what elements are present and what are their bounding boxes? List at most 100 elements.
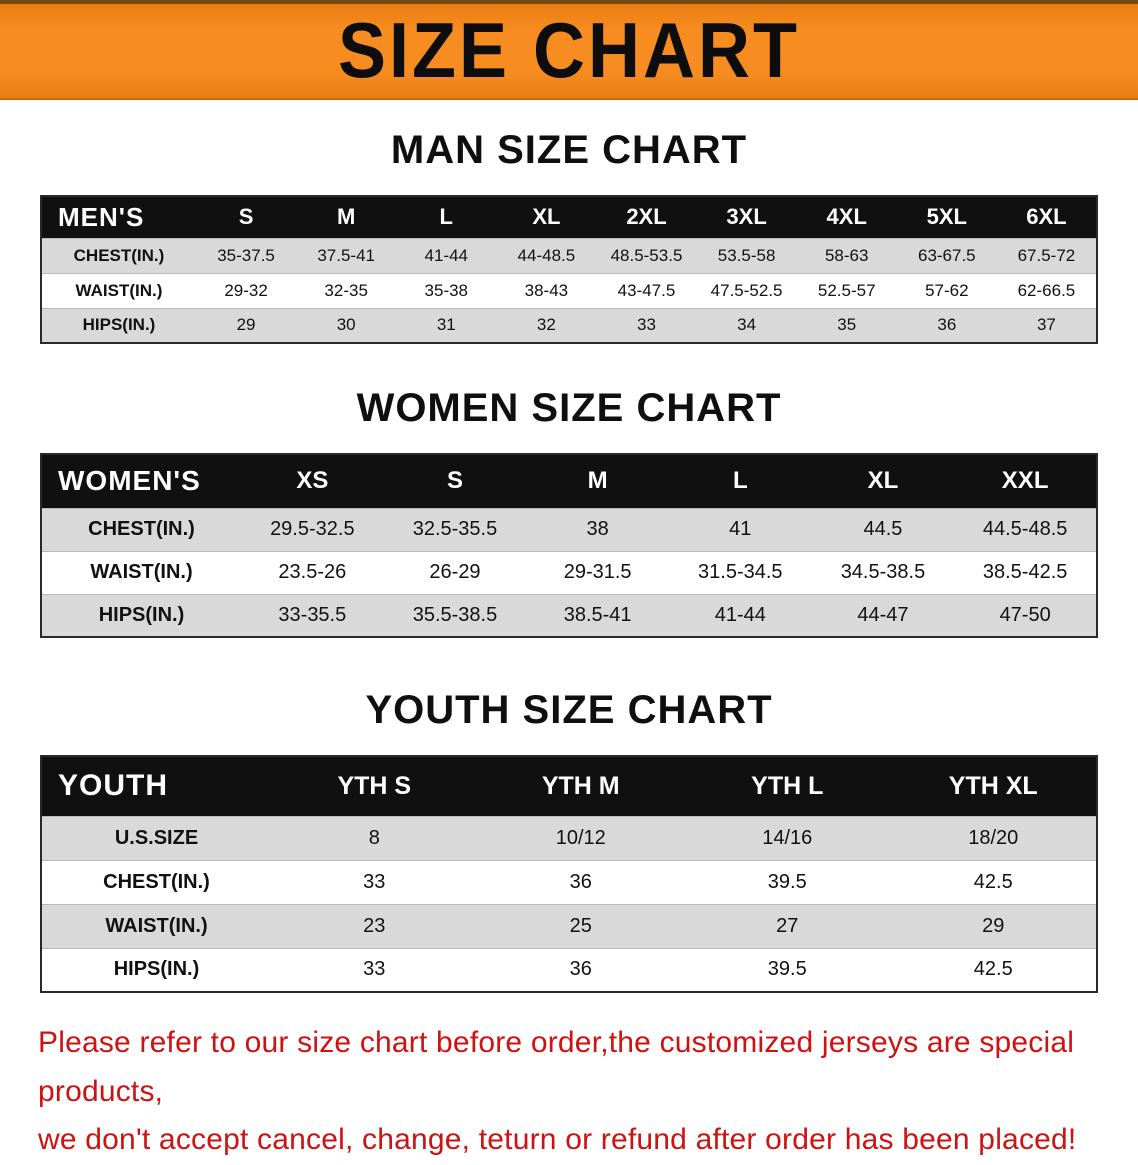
value-cell: 52.5-57 (817, 280, 876, 300)
order-disclaimer: Please refer to our size chart before or… (38, 1019, 1100, 1165)
value-cell: 18/20 (968, 826, 1019, 849)
women-size-chart-heading: WOMEN SIZE CHART (356, 386, 782, 430)
women-size-table: WOMEN'S XS S M L XL XXL CHEST(IN.) 29.5-32.5 32.5… (40, 453, 1098, 638)
row-label-cell: CHEST(IN.) (103, 870, 210, 893)
size-header-cell: XXL (954, 454, 1097, 508)
value-cell: 47.5-52.5 (710, 280, 783, 300)
value-cell: 62-66.5 (1017, 280, 1076, 300)
value-cell: 39.5 (767, 958, 807, 981)
value-cell: 44.5-48.5 (982, 518, 1068, 540)
size-header-cell: L (396, 196, 497, 238)
value-cell: 8 (368, 826, 380, 849)
value-cell: 35.5-38.5 (412, 603, 498, 626)
value-cell: 29 (982, 914, 1005, 937)
value-cell: 34 (737, 315, 757, 335)
value-cell: 39.5 (767, 870, 807, 893)
men-size-table: MEN'S S M L XL 2XL 3XL 4XL 5XL 6XL CHEST(IN.) 35-37… (40, 195, 1098, 344)
value-cell: 53.5-58 (717, 245, 776, 265)
table-header-row: MEN'S S M L XL 2XL 3XL 4XL 5XL 6XL (41, 196, 1097, 238)
size-header-cell: M (296, 196, 397, 238)
value-cell: 34.5-38.5 (840, 561, 926, 583)
value-cell: 35-38 (424, 280, 469, 300)
value-cell: 37.5-41 (317, 245, 375, 265)
row-label-cell: CHEST(IN.) (88, 518, 195, 540)
row-label-cell: WAIST(IN.) (90, 561, 193, 583)
size-chart-banner: SIZE CHART (0, 0, 1138, 100)
value-cell: 32-35 (324, 280, 368, 300)
size-header-cell: YTH L (684, 756, 891, 816)
value-cell: 38 (586, 518, 609, 540)
value-cell: 29-32 (224, 280, 268, 300)
man-size-chart-heading: MAN SIZE CHART (390, 128, 748, 172)
table-header-row: YOUTH YTH S YTH M YTH L YTH XL (41, 756, 1097, 816)
value-cell: 47-50 (999, 603, 1051, 626)
size-header-cell: L (668, 454, 812, 508)
value-cell: 67.5-72 (1017, 245, 1076, 265)
value-cell: 41 (729, 518, 752, 540)
size-header-cell: S (196, 196, 297, 238)
table-header-row: WOMEN'S XS S M L XL XXL (41, 454, 1097, 508)
value-cell: 35-37.5 (217, 245, 275, 265)
value-cell: 33-35.5 (278, 603, 347, 626)
value-cell: 41-44 (424, 245, 469, 265)
table-title-cell: YOUTH (41, 756, 271, 816)
value-cell: 37 (1036, 315, 1056, 335)
size-header-cell: YTH XL (890, 756, 1097, 816)
value-cell: 10/12 (555, 826, 606, 849)
value-cell: 32.5-35.5 (412, 518, 498, 540)
value-cell: 43-47.5 (617, 280, 676, 300)
value-cell: 38.5-41 (563, 603, 632, 626)
value-cell: 38-43 (524, 280, 569, 300)
size-header-cell: 3XL (696, 196, 797, 238)
size-header-cell: M (526, 454, 669, 508)
size-header-cell: 5XL (896, 196, 997, 238)
value-cell: 42.5 (973, 958, 1013, 981)
value-cell: 32 (536, 315, 556, 335)
table-title-cell: WOMEN'S (41, 454, 241, 508)
value-cell: 30 (336, 315, 356, 335)
value-cell: 33 (363, 870, 386, 893)
value-cell: 44-47 (857, 603, 909, 626)
row-label-cell: WAIST(IN.) (105, 914, 208, 937)
value-cell: 25 (569, 914, 592, 937)
value-cell: 29 (236, 315, 256, 335)
value-cell: 58-63 (824, 245, 869, 265)
table-row: CHEST(IN.) 35-37.5 37.5-41 41-44 44-48.5 48.5… (41, 238, 1097, 273)
disclaimer-line-2: we don't accept cancel, change, teturn o… (38, 1123, 1077, 1157)
value-cell: 23 (363, 914, 386, 937)
banner-title: SIZE CHART (338, 7, 800, 95)
value-cell: 27 (776, 914, 799, 937)
row-label-cell: CHEST(IN.) (73, 245, 165, 265)
value-cell: 31 (436, 315, 456, 335)
table-title-cell: MEN'S (41, 196, 196, 238)
value-cell: 36 (937, 315, 957, 335)
table-row: WAIST(IN.) 23.5-26 26-29 29-31.5 31.5-34.5 34… (41, 551, 1097, 594)
table-row: WAIST(IN.) 23 25 27 29 (41, 904, 1097, 948)
table-row: CHEST(IN.) 29.5-32.5 32.5-35.5 38 41 44.5 44.5… (41, 508, 1097, 551)
value-cell: 36 (569, 870, 592, 893)
table-row: CHEST(IN.) 33 36 39.5 42.5 (41, 860, 1097, 904)
youth-size-chart-heading: YOUTH SIZE CHART (365, 688, 773, 732)
value-cell: 31.5-34.5 (698, 561, 783, 583)
value-cell: 41-44 (714, 603, 766, 626)
table-row: U.S.SIZE 8 10/12 14/16 18/20 (41, 816, 1097, 860)
table-row: HIPS(IN.) 33 36 39.5 42.5 (41, 948, 1097, 992)
youth-size-table: YOUTH YTH S YTH M YTH L YTH XL U.S.SIZE 8 10/12… (40, 755, 1098, 993)
table-row: WAIST(IN.) 29-32 32-35 35-38 38-43 43-47.5 47.… (41, 273, 1097, 308)
value-cell: 26-29 (429, 561, 481, 583)
value-cell: 29.5-32.5 (270, 518, 355, 540)
size-header-cell: S (383, 454, 527, 508)
value-cell: 14/16 (762, 826, 813, 849)
value-cell: 63-67.5 (917, 245, 976, 265)
value-cell: 44.5 (863, 518, 903, 540)
row-label-cell: U.S.SIZE (114, 826, 199, 849)
table-row: HIPS(IN.) 33-35.5 35.5-38.5 38.5-41 41-44 44-… (41, 594, 1097, 637)
value-cell: 35 (837, 315, 857, 335)
value-cell: 44-48.5 (517, 245, 576, 265)
row-label-cell: HIPS(IN.) (98, 603, 185, 626)
size-header-cell: XS (241, 454, 384, 508)
size-header-cell: YTH S (271, 756, 478, 816)
size-header-cell: 2XL (596, 196, 697, 238)
row-label-cell: HIPS(IN.) (82, 315, 156, 335)
value-cell: 57-62 (925, 280, 969, 300)
